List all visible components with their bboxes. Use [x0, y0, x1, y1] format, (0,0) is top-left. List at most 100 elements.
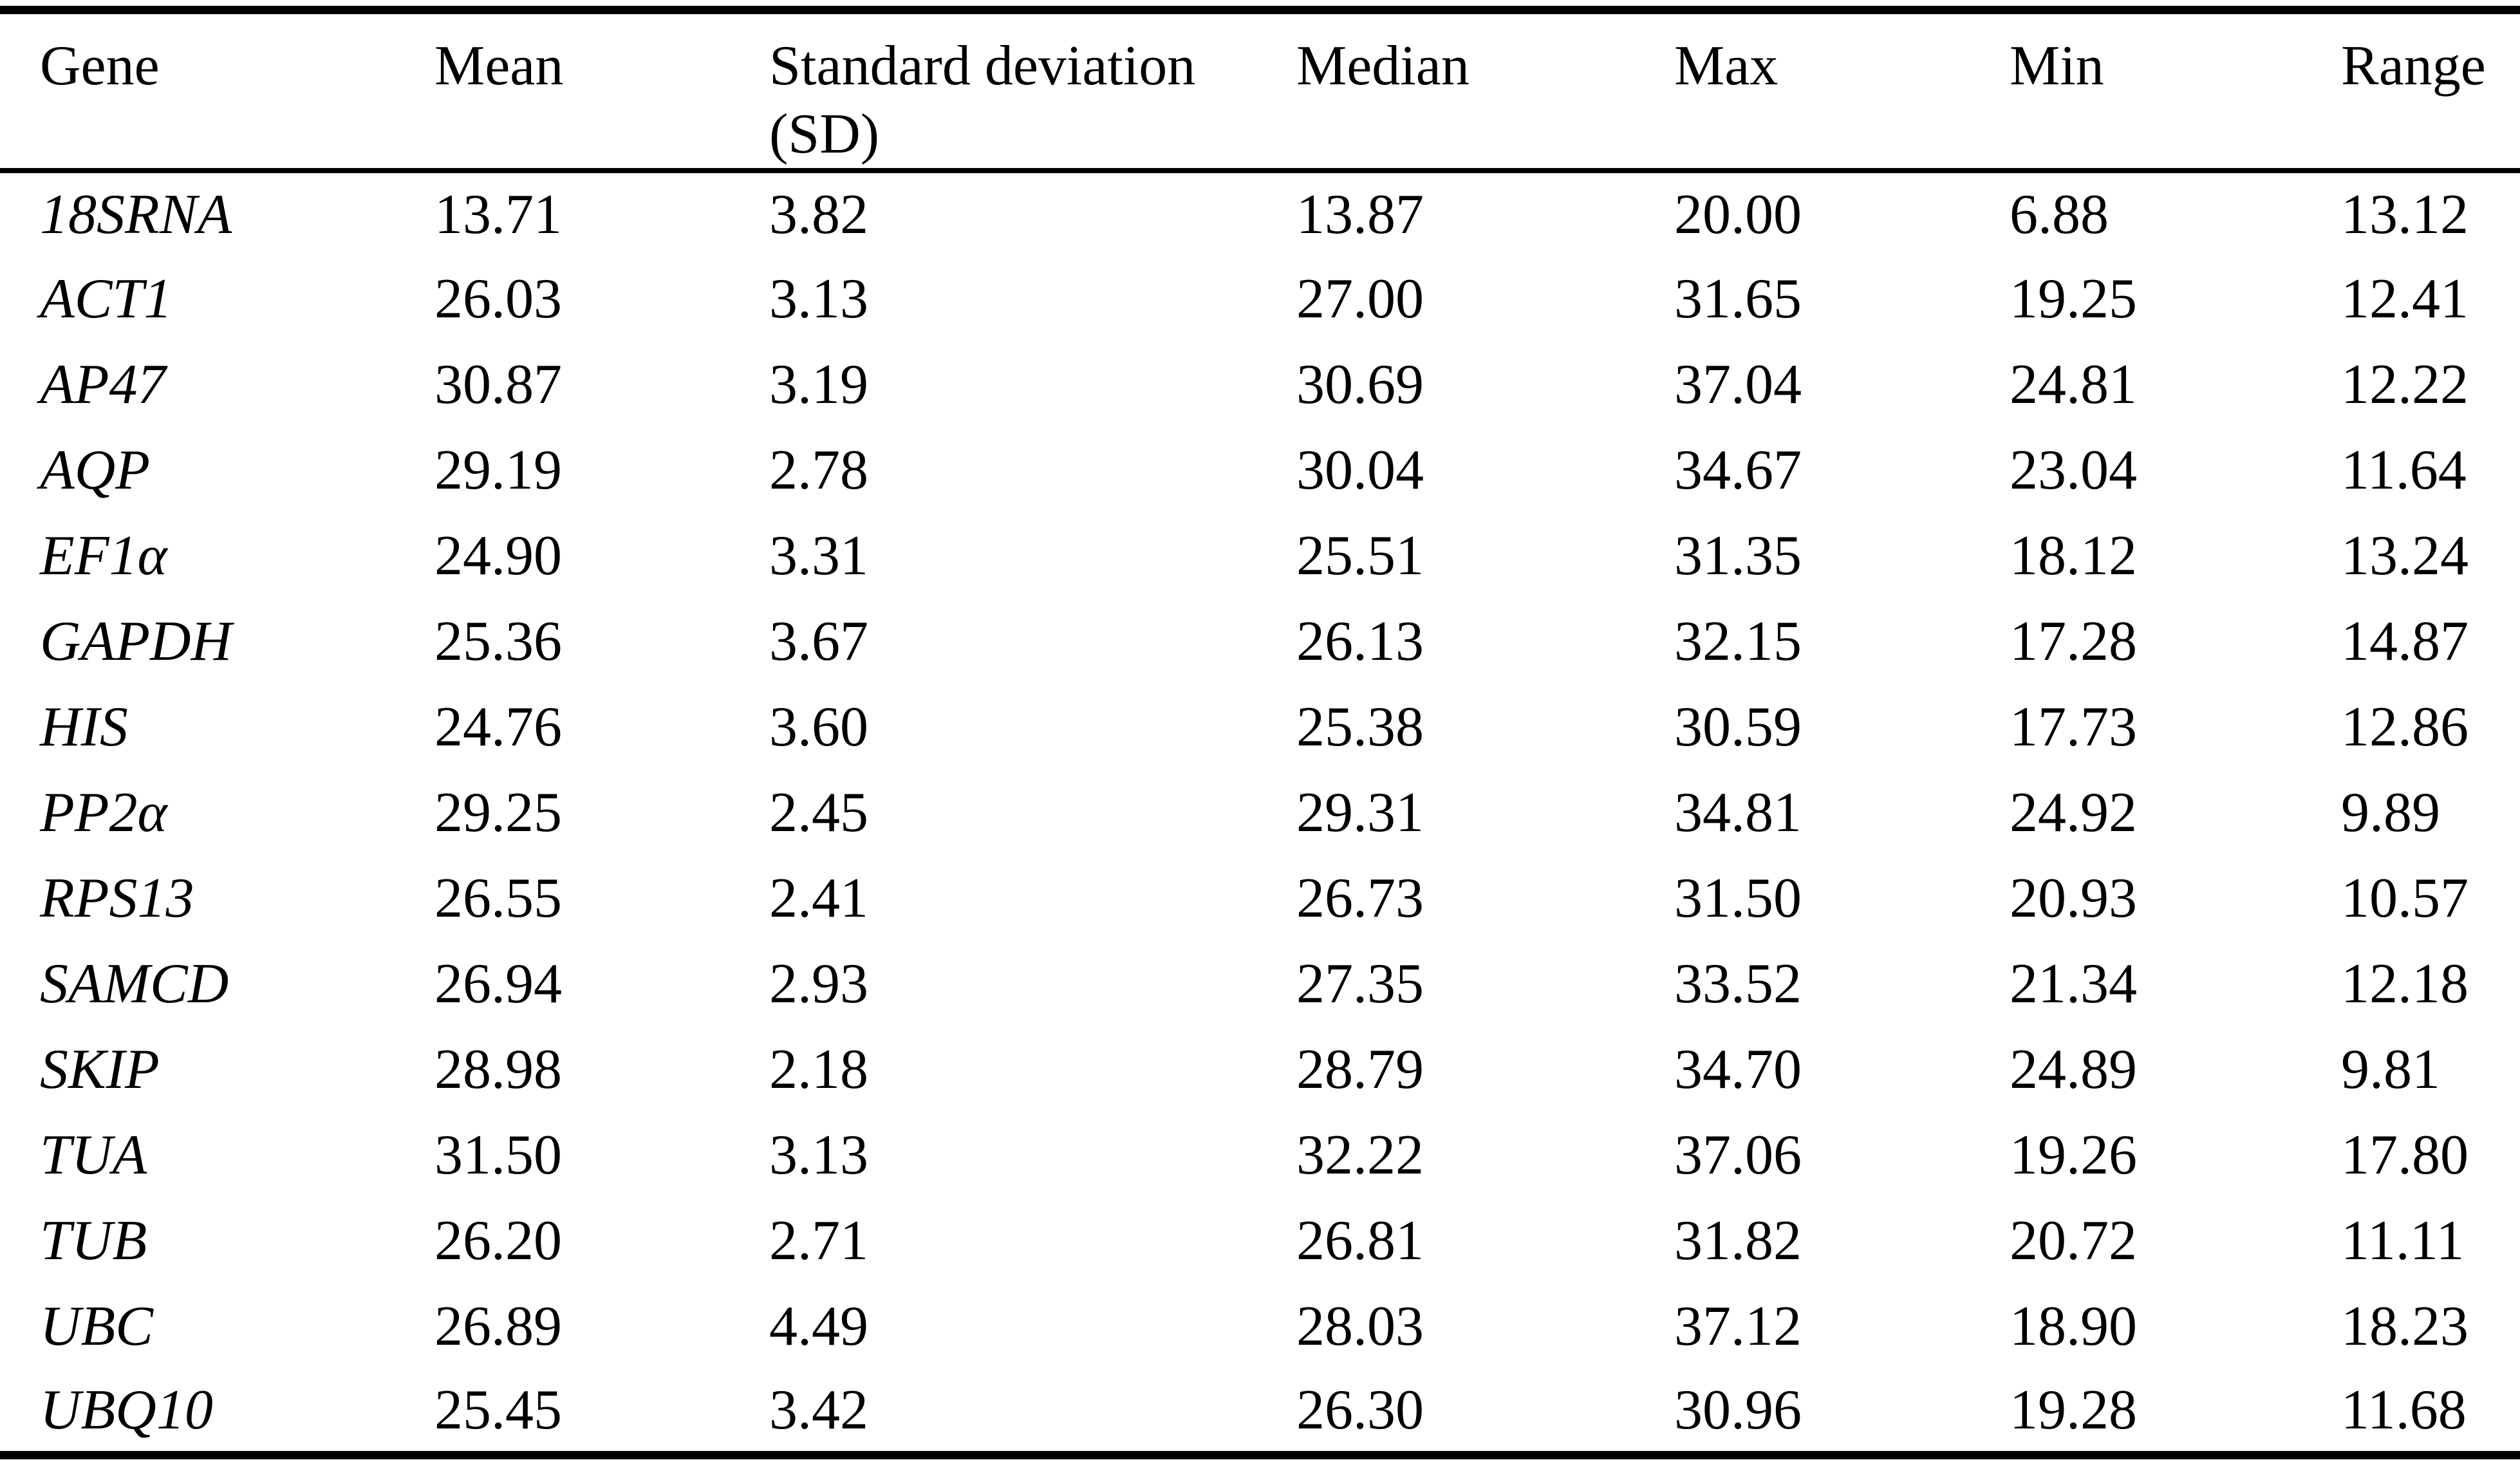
- header-row: Gene Mean Standard deviation (SD) Median…: [0, 10, 2520, 174]
- value-cell: 12.86: [2341, 696, 2469, 759]
- value-cell: 31.82: [1674, 1210, 1802, 1273]
- value-cell: 25.51: [1296, 525, 1424, 588]
- value-cell: 32.15: [1674, 610, 1802, 673]
- value-cell: 26.03: [434, 268, 562, 331]
- table-row: ACT1 26.03 3.13 27.00 31.65 19.25 12.41: [0, 256, 2520, 342]
- table-row: EF1α 24.90 3.31 25.51 31.35 18.12 13.24: [0, 513, 2520, 599]
- value-cell: 21.34: [2010, 953, 2137, 1016]
- gene-name-cell: UBQ10: [40, 1378, 213, 1441]
- table-row: RPS13 26.55 2.41 26.73 31.50 20.93 10.57: [0, 856, 2520, 941]
- gene-name-cell: RPS13: [40, 867, 194, 930]
- value-cell: 25.45: [434, 1378, 562, 1441]
- value-cell: 33.52: [1674, 953, 1802, 1016]
- value-cell: 29.19: [434, 439, 562, 502]
- value-cell: 24.90: [434, 525, 562, 588]
- table-header: Gene Mean Standard deviation (SD) Median…: [0, 10, 2520, 174]
- value-cell: 19.26: [2010, 1124, 2137, 1187]
- value-cell: 26.73: [1296, 867, 1424, 930]
- table-row: AQP 29.19 2.78 30.04 34.67 23.04 11.64: [0, 427, 2520, 513]
- value-cell: 17.73: [2010, 696, 2137, 759]
- value-cell: 3.82: [769, 183, 868, 247]
- gene-name-cell: AQP: [40, 439, 151, 502]
- header-mean: Mean: [434, 10, 769, 174]
- gene-name-cell: TUA: [40, 1124, 147, 1187]
- gene-name-cell: SKIP: [40, 1038, 160, 1101]
- value-cell: 18.12: [2010, 525, 2137, 588]
- value-cell: 34.67: [1674, 439, 1802, 502]
- header-gene: Gene: [0, 10, 434, 174]
- value-cell: 24.76: [434, 696, 562, 759]
- value-cell: 27.00: [1296, 268, 1424, 331]
- value-cell: 26.55: [434, 867, 562, 930]
- value-cell: 13.12: [2341, 183, 2469, 247]
- value-cell: 24.92: [2010, 781, 2137, 845]
- value-cell: 25.36: [434, 610, 562, 673]
- value-cell: 26.20: [434, 1210, 562, 1273]
- value-cell: 17.28: [2010, 610, 2137, 673]
- value-cell: 17.80: [2341, 1124, 2469, 1187]
- table-row: AP47 30.87 3.19 30.69 37.04 24.81 12.22: [0, 342, 2520, 427]
- value-cell: 31.65: [1674, 268, 1802, 331]
- value-cell: 3.42: [769, 1378, 868, 1441]
- header-min: Min: [2010, 10, 2341, 174]
- value-cell: 13.71: [434, 183, 562, 247]
- value-cell: 30.04: [1296, 439, 1424, 502]
- value-cell: 20.00: [1674, 183, 1802, 247]
- value-cell: 25.38: [1296, 696, 1424, 759]
- value-cell: 31.35: [1674, 525, 1802, 588]
- value-cell: 30.69: [1296, 353, 1424, 416]
- table-row: UBC 26.89 4.49 28.03 37.12 18.90 18.23: [0, 1284, 2520, 1369]
- gene-name-cell: UBC: [40, 1295, 153, 1358]
- value-cell: 26.13: [1296, 610, 1424, 673]
- gene-name-cell: 18SRNA: [40, 183, 232, 247]
- gene-name-cell: GAPDH: [40, 610, 232, 673]
- value-cell: 34.70: [1674, 1038, 1802, 1101]
- value-cell: 24.89: [2010, 1038, 2137, 1101]
- value-cell: 27.35: [1296, 953, 1424, 1016]
- header-sd: Standard deviation (SD): [769, 10, 1296, 174]
- table-row: SKIP 28.98 2.18 28.79 34.70 24.89 9.81: [0, 1027, 2520, 1112]
- table-row: TUA 31.50 3.13 32.22 37.06 19.26 17.80: [0, 1112, 2520, 1198]
- gene-name-cell: EF1α: [40, 525, 167, 588]
- value-cell: 28.03: [1296, 1295, 1424, 1358]
- value-cell: 29.31: [1296, 781, 1424, 845]
- value-cell: 37.12: [1674, 1295, 1802, 1358]
- table-row: HIS 24.76 3.60 25.38 30.59 17.73 12.86: [0, 684, 2520, 770]
- table-row: TUB 26.20 2.71 26.81 31.82 20.72 11.11: [0, 1198, 2520, 1284]
- value-cell: 2.18: [769, 1038, 868, 1101]
- value-cell: 11.64: [2341, 439, 2467, 502]
- table-row: PP2α 29.25 2.45 29.31 34.81 24.92 9.89: [0, 770, 2520, 856]
- value-cell: 2.71: [769, 1210, 868, 1273]
- value-cell: 12.22: [2341, 353, 2469, 416]
- value-cell: 37.04: [1674, 353, 1802, 416]
- value-cell: 9.89: [2341, 781, 2440, 845]
- value-cell: 30.96: [1674, 1378, 1802, 1441]
- table-body: 18SRNA 13.71 3.82 13.87 20.00 6.88 13.12 ACT1 26…: [0, 171, 2520, 1455]
- value-cell: 13.24: [2341, 525, 2469, 588]
- value-cell: 20.72: [2010, 1210, 2137, 1273]
- value-cell: 3.31: [769, 525, 868, 588]
- value-cell: 28.79: [1296, 1038, 1424, 1101]
- gene-name-cell: PP2α: [40, 781, 167, 845]
- value-cell: 9.81: [2341, 1038, 2440, 1101]
- value-cell: 12.18: [2341, 953, 2469, 1016]
- value-cell: 10.57: [2341, 867, 2469, 930]
- header-range: Range: [2341, 10, 2520, 174]
- value-cell: 11.11: [2341, 1210, 2465, 1273]
- value-cell: 24.81: [2010, 353, 2137, 416]
- value-cell: 19.28: [2010, 1378, 2137, 1441]
- value-cell: 3.13: [769, 1124, 868, 1187]
- value-cell: 23.04: [2010, 439, 2137, 502]
- value-cell: 32.22: [1296, 1124, 1424, 1187]
- value-cell: 2.45: [769, 781, 868, 845]
- table-row: UBQ10 25.45 3.42 26.30 30.96 19.28 11.68: [0, 1369, 2520, 1455]
- value-cell: 3.13: [769, 268, 868, 331]
- value-cell: 2.93: [769, 953, 868, 1016]
- value-cell: 37.06: [1674, 1124, 1802, 1187]
- value-cell: 3.60: [769, 696, 868, 759]
- value-cell: 2.78: [769, 439, 868, 502]
- value-cell: 3.19: [769, 353, 868, 416]
- value-cell: 29.25: [434, 781, 562, 845]
- gene-name-cell: ACT1: [40, 268, 173, 331]
- header-max: Max: [1674, 10, 2010, 174]
